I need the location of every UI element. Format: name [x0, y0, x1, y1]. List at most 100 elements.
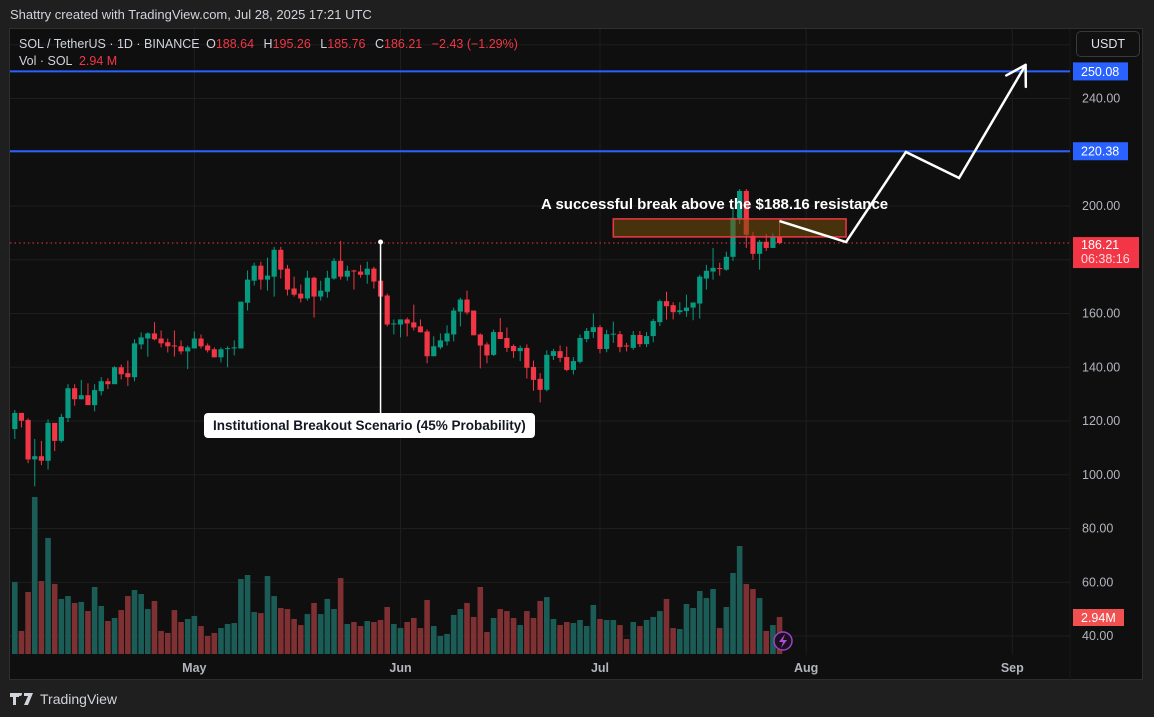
open-label: O	[206, 37, 216, 51]
volume-bar	[663, 598, 670, 654]
volume-bar	[164, 632, 171, 654]
change-value: −2.43 (−1.29%)	[431, 37, 518, 51]
candle-body	[564, 357, 570, 370]
volume-bar	[530, 617, 537, 654]
candle-body	[584, 330, 590, 340]
volume-bar	[331, 609, 337, 654]
candle-body	[205, 345, 211, 351]
volume-bar	[590, 604, 597, 654]
volume-bar	[763, 630, 770, 654]
lightning-icon-glyph	[779, 634, 787, 648]
chart-panel[interactable]	[9, 28, 1143, 680]
volume-bar	[31, 497, 38, 654]
candle-body	[218, 349, 224, 358]
candle-body	[151, 333, 158, 340]
candle-body	[776, 236, 783, 244]
volume-bar	[297, 625, 304, 654]
price-tick-label: 160.00	[1082, 307, 1120, 321]
volume-bar	[570, 623, 577, 654]
volume-bar	[537, 600, 543, 654]
level-price-tag	[1073, 142, 1128, 161]
candle-body	[630, 335, 636, 348]
candle-body	[225, 348, 231, 350]
volume-bar	[351, 621, 357, 654]
candle-body	[125, 373, 131, 378]
volume-bar	[191, 615, 198, 654]
volume-bar	[324, 598, 331, 654]
volume-bar	[371, 621, 377, 654]
projection-path	[779, 64, 1027, 244]
volume-bar	[131, 589, 138, 654]
candle-body	[670, 305, 676, 313]
candle-body	[138, 337, 144, 345]
callout-anchor-dot	[378, 239, 384, 245]
candle-body	[291, 288, 297, 295]
candle-body	[118, 367, 124, 375]
volume-bar	[504, 611, 510, 654]
level-price-label: 220.38	[1081, 145, 1119, 159]
candle-body	[338, 260, 344, 277]
candle-body	[264, 275, 271, 280]
candle-body	[231, 347, 237, 349]
candle-body	[92, 390, 98, 406]
lightning-icon[interactable]	[773, 631, 793, 651]
price-tick-label: 240.00	[1082, 92, 1120, 106]
volume-bar	[51, 583, 58, 654]
price-tick-label: 120.00	[1082, 414, 1120, 428]
price-tick-label: 80.00	[1082, 522, 1113, 536]
candle-body	[597, 327, 603, 349]
candle-body	[145, 333, 151, 339]
volume-bar	[517, 625, 523, 654]
candle-body	[743, 190, 749, 235]
volume-bar	[490, 617, 497, 654]
scenario-callout: Institutional Breakout Scenario (45% Pro…	[204, 413, 535, 438]
candle-body	[431, 346, 437, 357]
candle-body	[471, 310, 477, 336]
candle-body	[58, 416, 64, 441]
candle-body	[530, 366, 537, 380]
volume-bar	[278, 608, 284, 654]
volume-bar	[71, 602, 78, 654]
candle-body	[358, 271, 364, 275]
brand-name[interactable]: TradingView	[40, 691, 118, 707]
candle-body	[757, 241, 763, 254]
candle-body	[397, 319, 404, 325]
candle-body	[763, 241, 769, 248]
volume-bar	[198, 626, 204, 654]
volume-bar	[677, 629, 683, 654]
volume-bar	[118, 610, 124, 654]
volume-bar	[444, 633, 450, 654]
candle-body	[424, 331, 430, 357]
low-label: L	[320, 37, 328, 51]
currency-button[interactable]: USDT	[1076, 31, 1140, 57]
candle-body	[331, 260, 337, 279]
footer: TradingView	[10, 691, 117, 707]
volume-bar	[696, 591, 703, 654]
volume-bar	[364, 620, 371, 654]
candle-body	[304, 277, 310, 299]
candle-body	[158, 338, 164, 344]
candle-body	[72, 388, 78, 400]
candle-body	[404, 319, 410, 324]
volume-bar	[105, 620, 111, 654]
symbol-label[interactable]: SOL / TetherUS · 1D · BINANCE	[19, 37, 200, 51]
volume-bar	[317, 614, 324, 654]
candle-body	[391, 323, 397, 325]
volume-bar	[211, 632, 218, 654]
volume-bar	[78, 601, 85, 654]
volume-bar	[630, 621, 637, 654]
price-tick-label: 140.00	[1082, 360, 1120, 374]
last-price-label: 186.21	[1081, 238, 1119, 252]
candle-body	[298, 293, 304, 299]
volume-bar	[617, 625, 623, 654]
time-tick-label: Jun	[389, 661, 411, 675]
candle-body	[178, 346, 184, 352]
volume-bar	[597, 618, 603, 654]
volume-bar	[730, 572, 736, 654]
annotations	[10, 63, 1070, 651]
candle-body	[657, 301, 663, 323]
candle-body	[557, 351, 563, 358]
volume-label[interactable]: Vol · SOL	[19, 54, 73, 68]
volume-bar	[264, 576, 271, 654]
